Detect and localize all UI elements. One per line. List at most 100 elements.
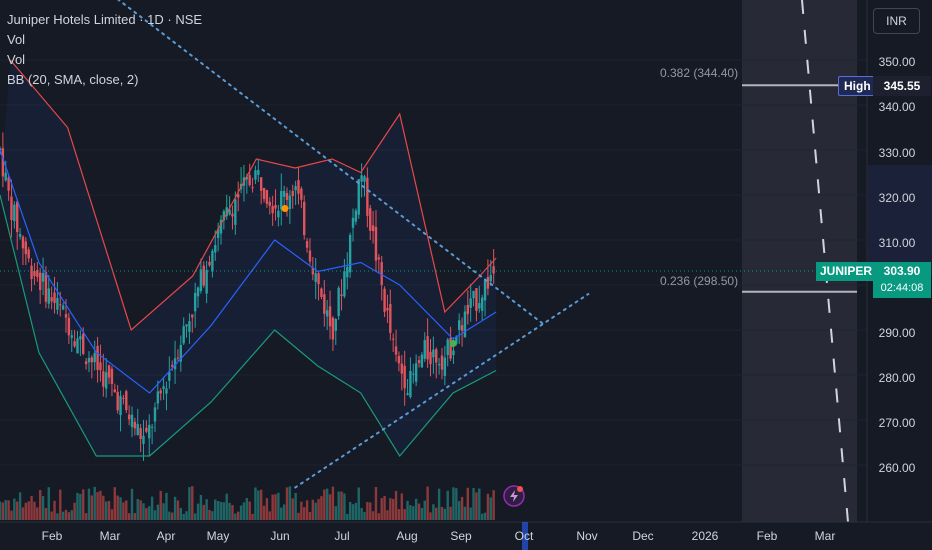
time-tick: Oct bbox=[514, 529, 534, 543]
fib-lines bbox=[742, 0, 857, 523]
volume-bar bbox=[4, 500, 7, 520]
candle-body bbox=[36, 269, 39, 278]
volume-bar bbox=[90, 495, 94, 520]
volume-bar bbox=[414, 498, 418, 520]
volume-bar bbox=[360, 507, 363, 520]
lightning-icon[interactable] bbox=[503, 485, 525, 507]
candle-body bbox=[211, 250, 214, 272]
volume-bar bbox=[150, 496, 154, 520]
price-tick: 330.00 bbox=[878, 146, 916, 160]
candle-body bbox=[148, 424, 151, 439]
candle-body bbox=[87, 357, 91, 363]
candle-body bbox=[156, 391, 160, 404]
candle-body bbox=[196, 287, 200, 297]
trendlines[interactable] bbox=[68, 0, 590, 489]
candle-body bbox=[222, 211, 226, 221]
candle-body bbox=[47, 288, 50, 304]
candle-body bbox=[300, 188, 303, 200]
time-tick: Mar bbox=[814, 529, 836, 543]
candle-body bbox=[386, 308, 389, 311]
candle-body bbox=[82, 333, 85, 354]
candle-body bbox=[176, 357, 180, 359]
candle-body bbox=[391, 338, 395, 340]
volume-bar bbox=[125, 500, 128, 520]
indicator-vol-2[interactable]: Vol bbox=[7, 52, 26, 67]
price-tick: 320.00 bbox=[878, 191, 916, 205]
volume-bar bbox=[366, 501, 369, 520]
volume-bar bbox=[409, 505, 412, 520]
volume-bar bbox=[7, 500, 10, 520]
volume-bar bbox=[478, 488, 481, 520]
bollinger-bands bbox=[0, 59, 497, 458]
volume-bar bbox=[486, 493, 490, 520]
fib-label-0236: 0.236 (298.50) bbox=[660, 274, 739, 288]
price-tick: 260.00 bbox=[878, 461, 916, 475]
trendline-lower bbox=[294, 293, 590, 489]
currency-button[interactable]: INR bbox=[873, 8, 920, 34]
candle-body bbox=[165, 388, 168, 394]
candle-body bbox=[53, 292, 56, 303]
price-tick: 310.00 bbox=[878, 236, 916, 250]
candle-body bbox=[337, 287, 340, 317]
candle-body bbox=[67, 317, 71, 336]
candle-body bbox=[463, 311, 467, 338]
volume-bar bbox=[171, 512, 174, 520]
candle-body bbox=[127, 414, 131, 420]
volume-bar bbox=[317, 499, 320, 520]
time-tick: May bbox=[206, 529, 230, 543]
volume-bar bbox=[259, 489, 263, 520]
volume-bar bbox=[33, 501, 36, 520]
time-axis[interactable]: Feb Mar Apr May Jun Jul Aug Sep Oct Nov … bbox=[0, 522, 867, 550]
indicator-vol-1[interactable]: Vol bbox=[7, 32, 26, 47]
volume-bar bbox=[351, 504, 355, 520]
volume-bar bbox=[87, 488, 91, 520]
candle-body bbox=[360, 175, 363, 182]
candle-body bbox=[274, 205, 277, 209]
volume-bar bbox=[16, 501, 19, 520]
candle-body bbox=[1, 148, 5, 177]
volume-bar bbox=[455, 488, 458, 520]
volume-bar bbox=[216, 500, 220, 520]
volume-bar bbox=[36, 507, 39, 520]
volume-bar bbox=[449, 506, 452, 520]
candle-body bbox=[33, 270, 36, 277]
last-price: 303.90 bbox=[883, 264, 921, 278]
volume-bar bbox=[156, 504, 160, 520]
bar-countdown: 02:44:08 bbox=[880, 282, 924, 294]
indicator-bb[interactable]: BB (20, SMA, close, 2) bbox=[7, 72, 139, 87]
volume-bar bbox=[334, 506, 337, 520]
volume-bar bbox=[254, 487, 257, 520]
volume-bar bbox=[383, 496, 386, 520]
signal-marker bbox=[449, 340, 457, 347]
volume-bar bbox=[99, 490, 102, 520]
volume-bar bbox=[67, 512, 71, 520]
candle-body bbox=[440, 355, 444, 370]
candle-body bbox=[334, 318, 337, 331]
volume-bar bbox=[30, 495, 33, 520]
volume-bar bbox=[371, 511, 375, 520]
volume-bar bbox=[234, 513, 237, 520]
volume-bar bbox=[237, 511, 240, 520]
volume-bar bbox=[205, 499, 208, 520]
volume-bar bbox=[61, 511, 65, 520]
volume-bar bbox=[492, 490, 495, 520]
price-scale[interactable]: 350.00 340.00 330.00 320.00 310.00 290.0… bbox=[867, 0, 932, 520]
candle-body bbox=[248, 175, 251, 186]
volume-bar bbox=[417, 503, 421, 520]
candle-body bbox=[191, 314, 194, 318]
price-tick: 270.00 bbox=[878, 416, 916, 430]
symbol-title[interactable]: Juniper Hotels Limited · 1D · NSE bbox=[7, 12, 203, 27]
volume-bar bbox=[386, 510, 389, 520]
volume-bar bbox=[50, 511, 53, 520]
volume-bar bbox=[168, 511, 171, 520]
volume-bar bbox=[325, 488, 329, 520]
volume-bar bbox=[340, 491, 343, 520]
volume-bar bbox=[242, 502, 246, 520]
volume-bar bbox=[193, 513, 197, 520]
volume-bar bbox=[76, 492, 79, 520]
candle-body bbox=[397, 356, 401, 364]
volume-bar bbox=[182, 513, 185, 520]
candle-body bbox=[125, 391, 128, 411]
candle-body bbox=[412, 373, 415, 375]
